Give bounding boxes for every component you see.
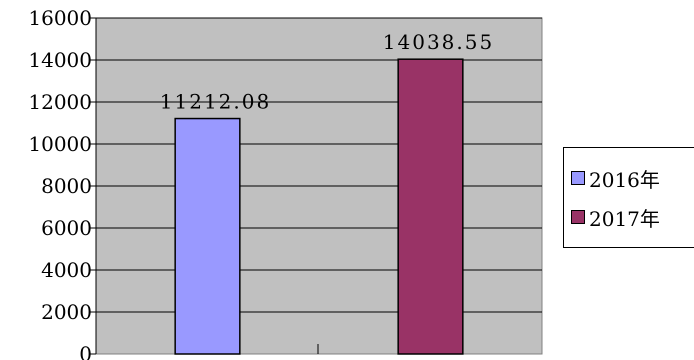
- y-tick-label: 0: [79, 342, 92, 360]
- y-tick-label: 8000: [41, 174, 92, 198]
- bar-2016年: [174, 117, 241, 355]
- bars: [174, 58, 464, 355]
- legend-item-2017: 2017年: [571, 203, 660, 231]
- y-tick-label: 16000: [28, 6, 92, 30]
- y-tick-label: 12000: [28, 90, 92, 114]
- legend-swatch-2017: [571, 210, 585, 224]
- legend: 2016年 2017年: [563, 147, 694, 248]
- legend-label-2017: 2017年: [589, 206, 660, 231]
- legend-swatch-2016: [571, 171, 585, 185]
- y-tick-label: 2000: [41, 300, 92, 324]
- y-tick-label: 10000: [28, 132, 92, 156]
- y-tick-label: 4000: [41, 258, 92, 282]
- y-tick-label: 14000: [28, 48, 92, 72]
- data-label-2017年: 14038.55: [383, 30, 494, 54]
- bar-2017年: [397, 58, 464, 355]
- legend-label-2016: 2016年: [589, 167, 660, 192]
- data-labels: 11212.08 14038.55: [160, 30, 494, 114]
- legend-item-2016: 2016年: [571, 164, 660, 192]
- gridlines: [96, 17, 542, 313]
- y-tick-label: 6000: [41, 216, 92, 240]
- y-axis-ticks: 0 2000 4000 6000 8000 10000 12000 14000 16000: [28, 6, 96, 360]
- data-label-2016年: 11212.08: [160, 90, 271, 114]
